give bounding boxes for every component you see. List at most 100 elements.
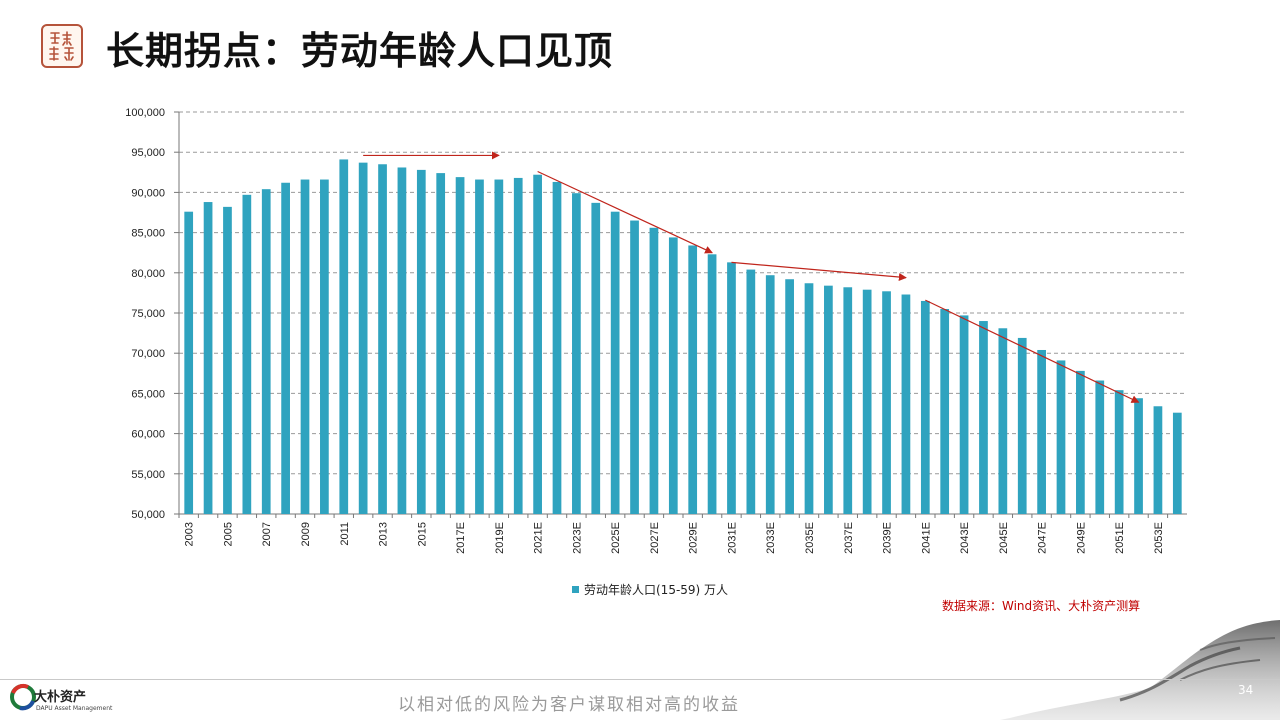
bar-2010	[320, 179, 329, 514]
x-tick-label: 2051E	[1114, 522, 1126, 554]
bar-2040E	[901, 294, 911, 514]
bar-2027E	[649, 227, 659, 514]
y-tick-label: 70,000	[131, 348, 165, 360]
seal-icon	[41, 24, 83, 68]
x-tick-label: 2003	[184, 522, 196, 546]
y-tick-label: 95,000	[131, 147, 165, 159]
bar-2037E	[843, 287, 853, 514]
bar-2022E	[552, 181, 562, 514]
bar-2026E	[630, 220, 639, 515]
footer-divider	[0, 679, 1280, 680]
ink-landscape-decoration	[1000, 620, 1280, 720]
x-tick-label: 2053E	[1153, 522, 1165, 554]
chart-legend: 劳动年龄人口(15-59) 万人	[572, 580, 728, 598]
y-tick-label: 60,000	[131, 429, 165, 441]
legend-label: 劳动年龄人口(15-59) 万人	[584, 582, 729, 597]
x-tick-label: 2015	[416, 522, 428, 546]
y-tick-label: 75,000	[131, 308, 165, 320]
legend-swatch	[572, 585, 579, 593]
x-tick-label: 2019E	[494, 522, 506, 554]
bar-2014	[397, 167, 407, 514]
x-tick-label: 2047E	[1037, 522, 1049, 554]
x-tick-label: 2031E	[726, 522, 738, 554]
bar-2025E	[610, 211, 620, 515]
bar-2028E	[668, 237, 678, 514]
bar-2046E	[1017, 337, 1027, 514]
source-note: 数据来源：Wind资讯、大朴资产测算	[942, 599, 1141, 613]
y-tick-label: 80,000	[131, 268, 165, 280]
bar-2006	[242, 194, 252, 514]
bar-2009	[300, 179, 310, 514]
bar-2054E	[1172, 412, 1182, 514]
x-tick-label: 2011	[339, 522, 351, 546]
trend-arrow-4	[925, 299, 1140, 403]
x-tick-label: 2023E	[571, 522, 583, 554]
x-tick-label: 2041E	[920, 522, 932, 554]
x-tick-label: 2007	[261, 522, 273, 546]
x-tick-label: 2027E	[649, 522, 661, 554]
x-tick-label: 2029E	[688, 522, 700, 554]
x-tick-label: 2005	[222, 522, 234, 546]
bar-2043E	[959, 315, 969, 514]
x-tick-label: 2033E	[765, 522, 777, 554]
bar-2033E	[765, 275, 775, 514]
x-tick-label: 2049E	[1075, 522, 1087, 554]
bar-2052E	[1134, 398, 1143, 514]
bar-2039E	[882, 291, 891, 514]
bar-2038E	[862, 289, 872, 514]
slide-title: 长期拐点：劳动年龄人口见顶	[106, 29, 614, 73]
bar-2031E	[727, 262, 736, 514]
bar-2048E	[1056, 360, 1066, 514]
x-tick-label: 2021E	[533, 522, 545, 554]
bar-series	[184, 159, 1182, 515]
footer-slogan: 以相对低的风险为客户谋取相对高的收益	[398, 695, 740, 715]
x-tick-label: 2037E	[843, 522, 855, 554]
y-tick-label: 55,000	[131, 469, 165, 481]
bar-2008	[281, 182, 290, 514]
x-tick-label: 2045E	[998, 522, 1010, 554]
bar-2012	[358, 162, 368, 515]
bar-2004	[203, 202, 213, 514]
x-tick-label: 2017E	[455, 522, 467, 554]
bar-2021E	[533, 174, 542, 514]
bar-2015	[416, 169, 426, 514]
y-tick-label: 65,000	[131, 388, 165, 400]
x-tick-label: 2025E	[610, 522, 622, 554]
bar-2045E	[998, 328, 1008, 514]
bar-2016	[436, 173, 446, 514]
bar-2003	[184, 211, 194, 515]
bar-2018E	[475, 179, 484, 514]
x-tick-label: 2043E	[959, 522, 971, 554]
grid-lines	[179, 111, 1187, 475]
dapu-logo-icon	[10, 683, 36, 711]
bar-2023E	[572, 193, 581, 515]
bar-2019E	[494, 179, 504, 514]
bar-2047E	[1037, 349, 1046, 514]
bar-2034E	[785, 279, 794, 514]
bar-2007	[261, 189, 271, 514]
bar-2035E	[804, 283, 814, 514]
bar-2013	[378, 164, 387, 514]
bar-2020E	[513, 177, 523, 515]
trend-arrow-3	[731, 261, 907, 281]
bar-2049E	[1076, 370, 1085, 514]
logo-name: 大朴资产	[34, 690, 87, 705]
x-tick-label: 2013	[378, 522, 390, 546]
bar-2041E	[920, 300, 930, 514]
bar-2029E	[688, 245, 698, 515]
bar-2042E	[940, 308, 950, 514]
bar-2044E	[979, 321, 988, 514]
bar-2024E	[591, 202, 601, 515]
bar-2017E	[455, 177, 465, 514]
y-tick-label: 50,000	[131, 509, 165, 521]
bar-2036E	[824, 285, 833, 514]
y-axis-tick-labels: 50,000 55,000 60,000 65,000 70,000 75,000 80,0…	[125, 107, 179, 521]
x-axis-tick-labels: 2003 2005 2007 2009 2011 2013 2015 2017E 2019E 20…	[178, 514, 1169, 554]
y-tick-label: 90,000	[131, 187, 165, 199]
bar-2051E	[1114, 390, 1124, 514]
trend-arrow-2	[537, 170, 713, 254]
bar-2050E	[1095, 380, 1105, 514]
logo-subtitle: DAPU Asset Management	[36, 705, 113, 712]
bar-2005	[223, 206, 232, 514]
